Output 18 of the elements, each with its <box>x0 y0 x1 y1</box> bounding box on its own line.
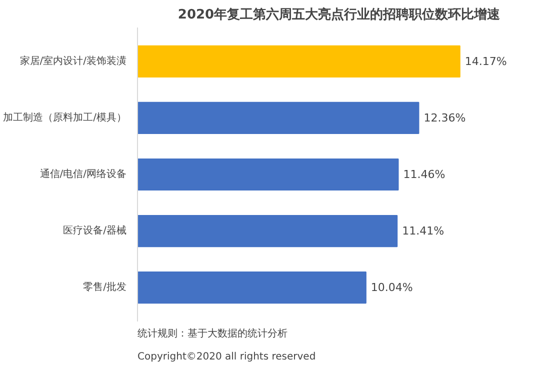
bar <box>138 272 366 304</box>
y-tick-label: 通信/电信/网络设备 <box>40 168 127 180</box>
text: Copyright©2020 all rights reserved <box>138 352 316 362</box>
bar <box>138 45 460 78</box>
chart-title: 2020年复工第六周五大亮点行业的招聘职位数环比增速 <box>178 6 502 22</box>
data-label: 10.04% <box>370 281 413 294</box>
y-tick-label: 加工制造（原料加工/模具） <box>3 111 127 124</box>
y-tick-label: 医疗设备/器械 <box>63 224 127 237</box>
y-tick-label: 零售/批发 <box>83 281 127 294</box>
data-label: 11.41% <box>402 224 444 238</box>
text: 统计规则：基于大数据的统计分析 <box>138 328 288 340</box>
data-label: 12.36% <box>424 111 466 124</box>
bar <box>138 158 399 191</box>
data-label: 11.46% <box>403 168 446 181</box>
y-tick-label: 家居/室内设计/装饰装潢 <box>20 54 127 67</box>
data-label: 14.17% <box>464 54 507 68</box>
bar <box>138 102 420 134</box>
bar <box>138 214 398 248</box>
